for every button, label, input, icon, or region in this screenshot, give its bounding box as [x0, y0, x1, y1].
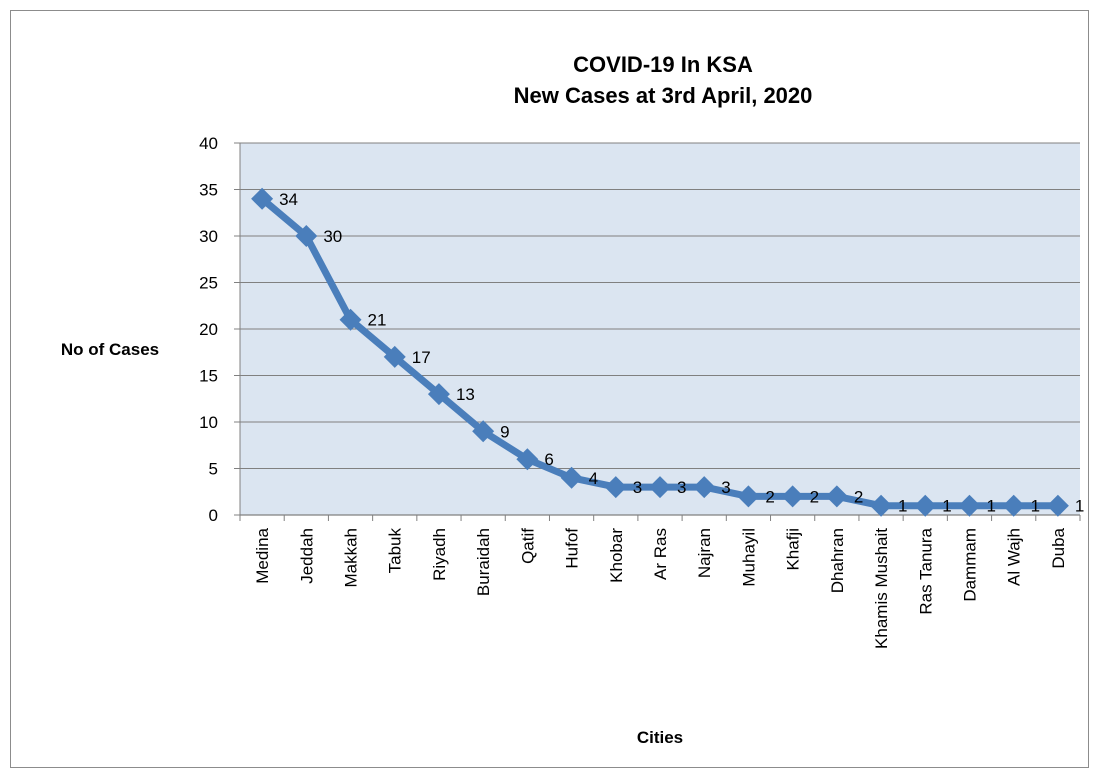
data-label: 1	[942, 497, 951, 516]
data-point-marker	[560, 466, 583, 489]
x-tick-label: Khamis Mushait	[872, 528, 891, 649]
x-tick-label: Duba	[1049, 527, 1068, 568]
x-tick-label: Jeddah	[297, 528, 316, 584]
x-tick-label: Khafji	[784, 528, 803, 571]
y-tick-label: 40	[199, 134, 218, 153]
x-tick-labels: Medina Jeddah Makkah Tabuk Riyadh Buraidah Qat…	[253, 527, 1068, 648]
x-tick-label: Muhayil	[739, 528, 758, 587]
data-point-marker	[737, 485, 760, 508]
x-tick-label: Hufof	[563, 528, 582, 569]
y-axis-title: No of Cases	[61, 340, 159, 359]
x-tick-label: Ar Ras	[651, 528, 670, 580]
data-label: 3	[721, 478, 730, 497]
y-tick-labels: 0 5 10 15 20 25 30 35 40	[199, 134, 218, 525]
data-point-marker	[958, 494, 981, 517]
x-tick-label: Dhahran	[828, 528, 847, 593]
gridlines	[234, 142, 1080, 516]
data-point-marker	[383, 345, 406, 368]
data-label: 4	[589, 469, 598, 488]
data-point-marker	[870, 494, 893, 517]
y-tick-label: 0	[209, 506, 218, 525]
x-tick-label: Khobar	[607, 528, 626, 583]
data-label: 1	[898, 497, 907, 516]
data-label: 9	[500, 422, 509, 441]
y-tick-label: 15	[199, 367, 218, 386]
data-label: 34	[279, 190, 298, 209]
y-tick-label: 10	[199, 413, 218, 432]
x-tick-label: Makkah	[342, 528, 361, 588]
data-label: 6	[544, 450, 553, 469]
data-point-marker	[472, 420, 495, 443]
data-label: 17	[412, 348, 431, 367]
data-label: 2	[765, 487, 774, 506]
x-tick-label: Tabuk	[386, 528, 405, 574]
data-label: 2	[810, 487, 819, 506]
data-point-marker	[339, 308, 362, 331]
data-label: 21	[368, 311, 387, 330]
data-point-marker	[1002, 494, 1025, 517]
data-label: 1	[1031, 497, 1040, 516]
x-tick-label: Dammam	[960, 528, 979, 602]
x-tick-label: Buraidah	[474, 528, 493, 596]
data-label: 1	[1075, 497, 1084, 516]
data-point-marker	[604, 476, 627, 499]
data-point-marker	[427, 383, 450, 406]
series-cases	[251, 187, 1069, 517]
x-tick-label: Riyadh	[430, 528, 449, 581]
data-point-marker	[295, 225, 318, 247]
x-tick-label: Al Wajh	[1005, 528, 1024, 586]
data-label: 13	[456, 385, 475, 404]
data-point-marker	[825, 485, 848, 508]
data-point-marker	[516, 448, 539, 471]
axes	[239, 143, 1081, 521]
y-tick-label: 5	[209, 460, 218, 479]
x-axis-title: Cities	[637, 728, 683, 747]
data-point-marker	[1046, 494, 1069, 517]
y-tick-label: 30	[199, 227, 218, 246]
data-label: 30	[323, 227, 342, 246]
data-label: 3	[633, 478, 642, 497]
x-tick-label: Najran	[695, 528, 714, 578]
y-tick-label: 35	[199, 181, 218, 200]
x-tick-label: Qatif	[518, 528, 537, 564]
y-tick-label: 25	[199, 274, 218, 293]
x-tick-label: Ras Tanura	[916, 527, 935, 614]
x-tick-label: Medina	[253, 527, 272, 583]
data-point-marker	[649, 476, 671, 499]
data-point-marker	[914, 494, 937, 517]
data-point-marker	[693, 476, 716, 499]
chart-title: COVID-19 In KSA	[573, 52, 753, 77]
data-label: 2	[854, 487, 863, 506]
data-label: 1	[986, 497, 995, 516]
data-point-marker	[781, 485, 804, 508]
chart-subtitle: New Cases at 3rd April, 2020	[514, 83, 813, 108]
data-point-marker	[251, 187, 274, 210]
y-tick-label: 20	[199, 320, 218, 339]
data-label: 3	[677, 478, 686, 497]
